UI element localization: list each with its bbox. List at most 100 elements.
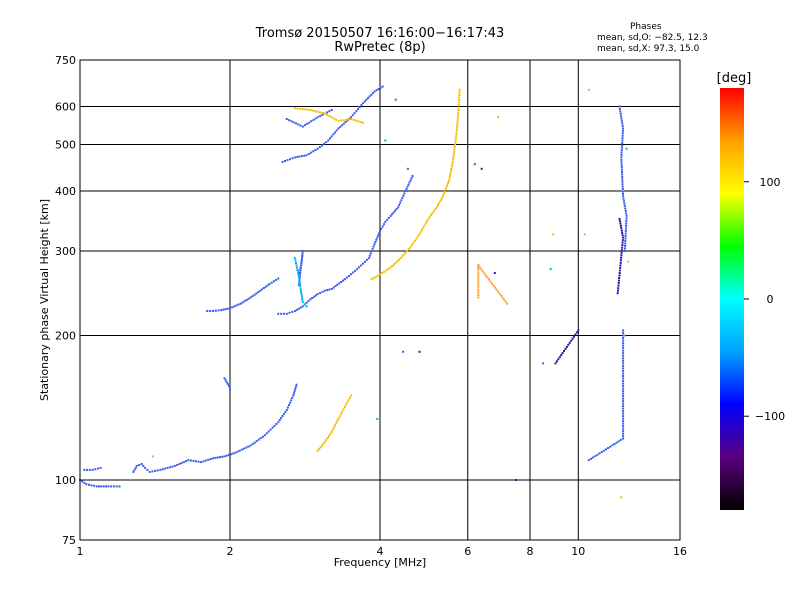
echo-point: [458, 101, 460, 104]
echo-point: [557, 358, 560, 361]
echo-point: [564, 347, 567, 350]
echo-point: [323, 112, 326, 115]
colorbar-label: [deg]: [717, 71, 752, 86]
echo-point: [622, 337, 625, 339]
echo-point: [381, 85, 384, 88]
echo-point: [321, 144, 323, 147]
x-tick-label: 10: [571, 545, 585, 558]
echo-point: [206, 310, 209, 312]
echo-point: [386, 218, 389, 221]
echo-point: [618, 274, 621, 277]
echo-point: [619, 438, 622, 441]
echo-point: [321, 113, 324, 116]
echo-point: [453, 146, 456, 149]
echo-point: [620, 251, 623, 254]
echo-point: [621, 134, 624, 137]
echo-point: [316, 116, 319, 119]
echo-point: [266, 284, 269, 287]
echo-point: [207, 458, 210, 461]
echo-point: [339, 125, 342, 128]
echo-point: [282, 312, 285, 315]
echo-point: [439, 199, 442, 202]
echo-point: [319, 111, 321, 114]
echo-point: [450, 168, 453, 170]
echo-point: [367, 97, 369, 100]
x-axis-label: Frequency [MHz]: [334, 556, 426, 569]
echo-point: [383, 270, 386, 273]
echo-point: [313, 295, 316, 298]
echo-point: [356, 268, 359, 271]
echo-point: [621, 244, 624, 247]
echo-point: [402, 194, 405, 197]
echo-point: [558, 356, 561, 359]
echo-point: [222, 308, 225, 311]
echo-point: [161, 468, 164, 471]
echo-point: [487, 278, 490, 281]
echo-point: [415, 237, 418, 240]
echo-point: [494, 286, 496, 289]
echo-point: [285, 118, 288, 120]
echo-point: [549, 268, 552, 271]
echo-point: [294, 388, 297, 390]
echo-point: [622, 400, 625, 403]
echo-point: [341, 410, 344, 413]
echo-point: [621, 234, 624, 237]
echo-point: [255, 440, 258, 443]
echo-point: [176, 464, 179, 466]
echo-point: [379, 86, 382, 89]
echo-point: [391, 213, 394, 216]
echo-point: [369, 252, 372, 255]
echo-point: [477, 276, 480, 279]
echo-point: [249, 296, 252, 299]
echo-point: [397, 258, 400, 261]
echo-point: [326, 113, 329, 116]
echo-point: [620, 146, 623, 149]
echo-point: [440, 197, 443, 200]
echo-point: [370, 278, 373, 281]
echo-point: [316, 147, 319, 150]
echo-point: [346, 119, 349, 122]
echo-point: [326, 437, 329, 439]
echo-point: [561, 352, 564, 355]
echo-point: [618, 269, 621, 272]
echo-point: [185, 460, 188, 463]
echo-point: [322, 442, 325, 445]
echo-point: [622, 331, 625, 334]
echo-point: [434, 208, 437, 211]
echo-point: [602, 449, 605, 452]
echo-point: [314, 149, 317, 151]
echo-point: [622, 437, 625, 440]
echo-point: [299, 287, 302, 290]
echo-point: [216, 456, 219, 459]
echo-point: [622, 410, 625, 413]
echo-point: [609, 445, 612, 448]
echo-point: [622, 347, 625, 350]
echo-point: [342, 408, 345, 411]
echo-point: [624, 242, 627, 245]
echo-point: [227, 453, 230, 456]
echo-point: [621, 178, 624, 181]
echo-point: [288, 119, 291, 122]
echo-point: [321, 112, 324, 114]
echo-point: [295, 262, 297, 264]
echo-point: [480, 268, 483, 271]
chart-subtitle: RwPretec (8p): [334, 40, 426, 55]
echo-point: [329, 137, 331, 140]
echo-point: [247, 445, 250, 448]
echo-point: [458, 91, 461, 94]
echo-point: [619, 261, 622, 264]
echo-point: [621, 139, 624, 142]
echo-point: [300, 294, 303, 297]
echo-point: [267, 430, 270, 433]
echo-point: [565, 345, 568, 348]
echo-point: [399, 257, 402, 260]
echo-point: [330, 116, 333, 119]
echo-point: [91, 468, 94, 471]
echo-point: [622, 390, 625, 393]
echo-point: [247, 297, 250, 300]
echo-point: [261, 435, 264, 438]
echo-point: [624, 207, 627, 210]
echo-point: [352, 271, 355, 274]
echo-point: [617, 284, 620, 287]
echo-point: [224, 379, 227, 382]
